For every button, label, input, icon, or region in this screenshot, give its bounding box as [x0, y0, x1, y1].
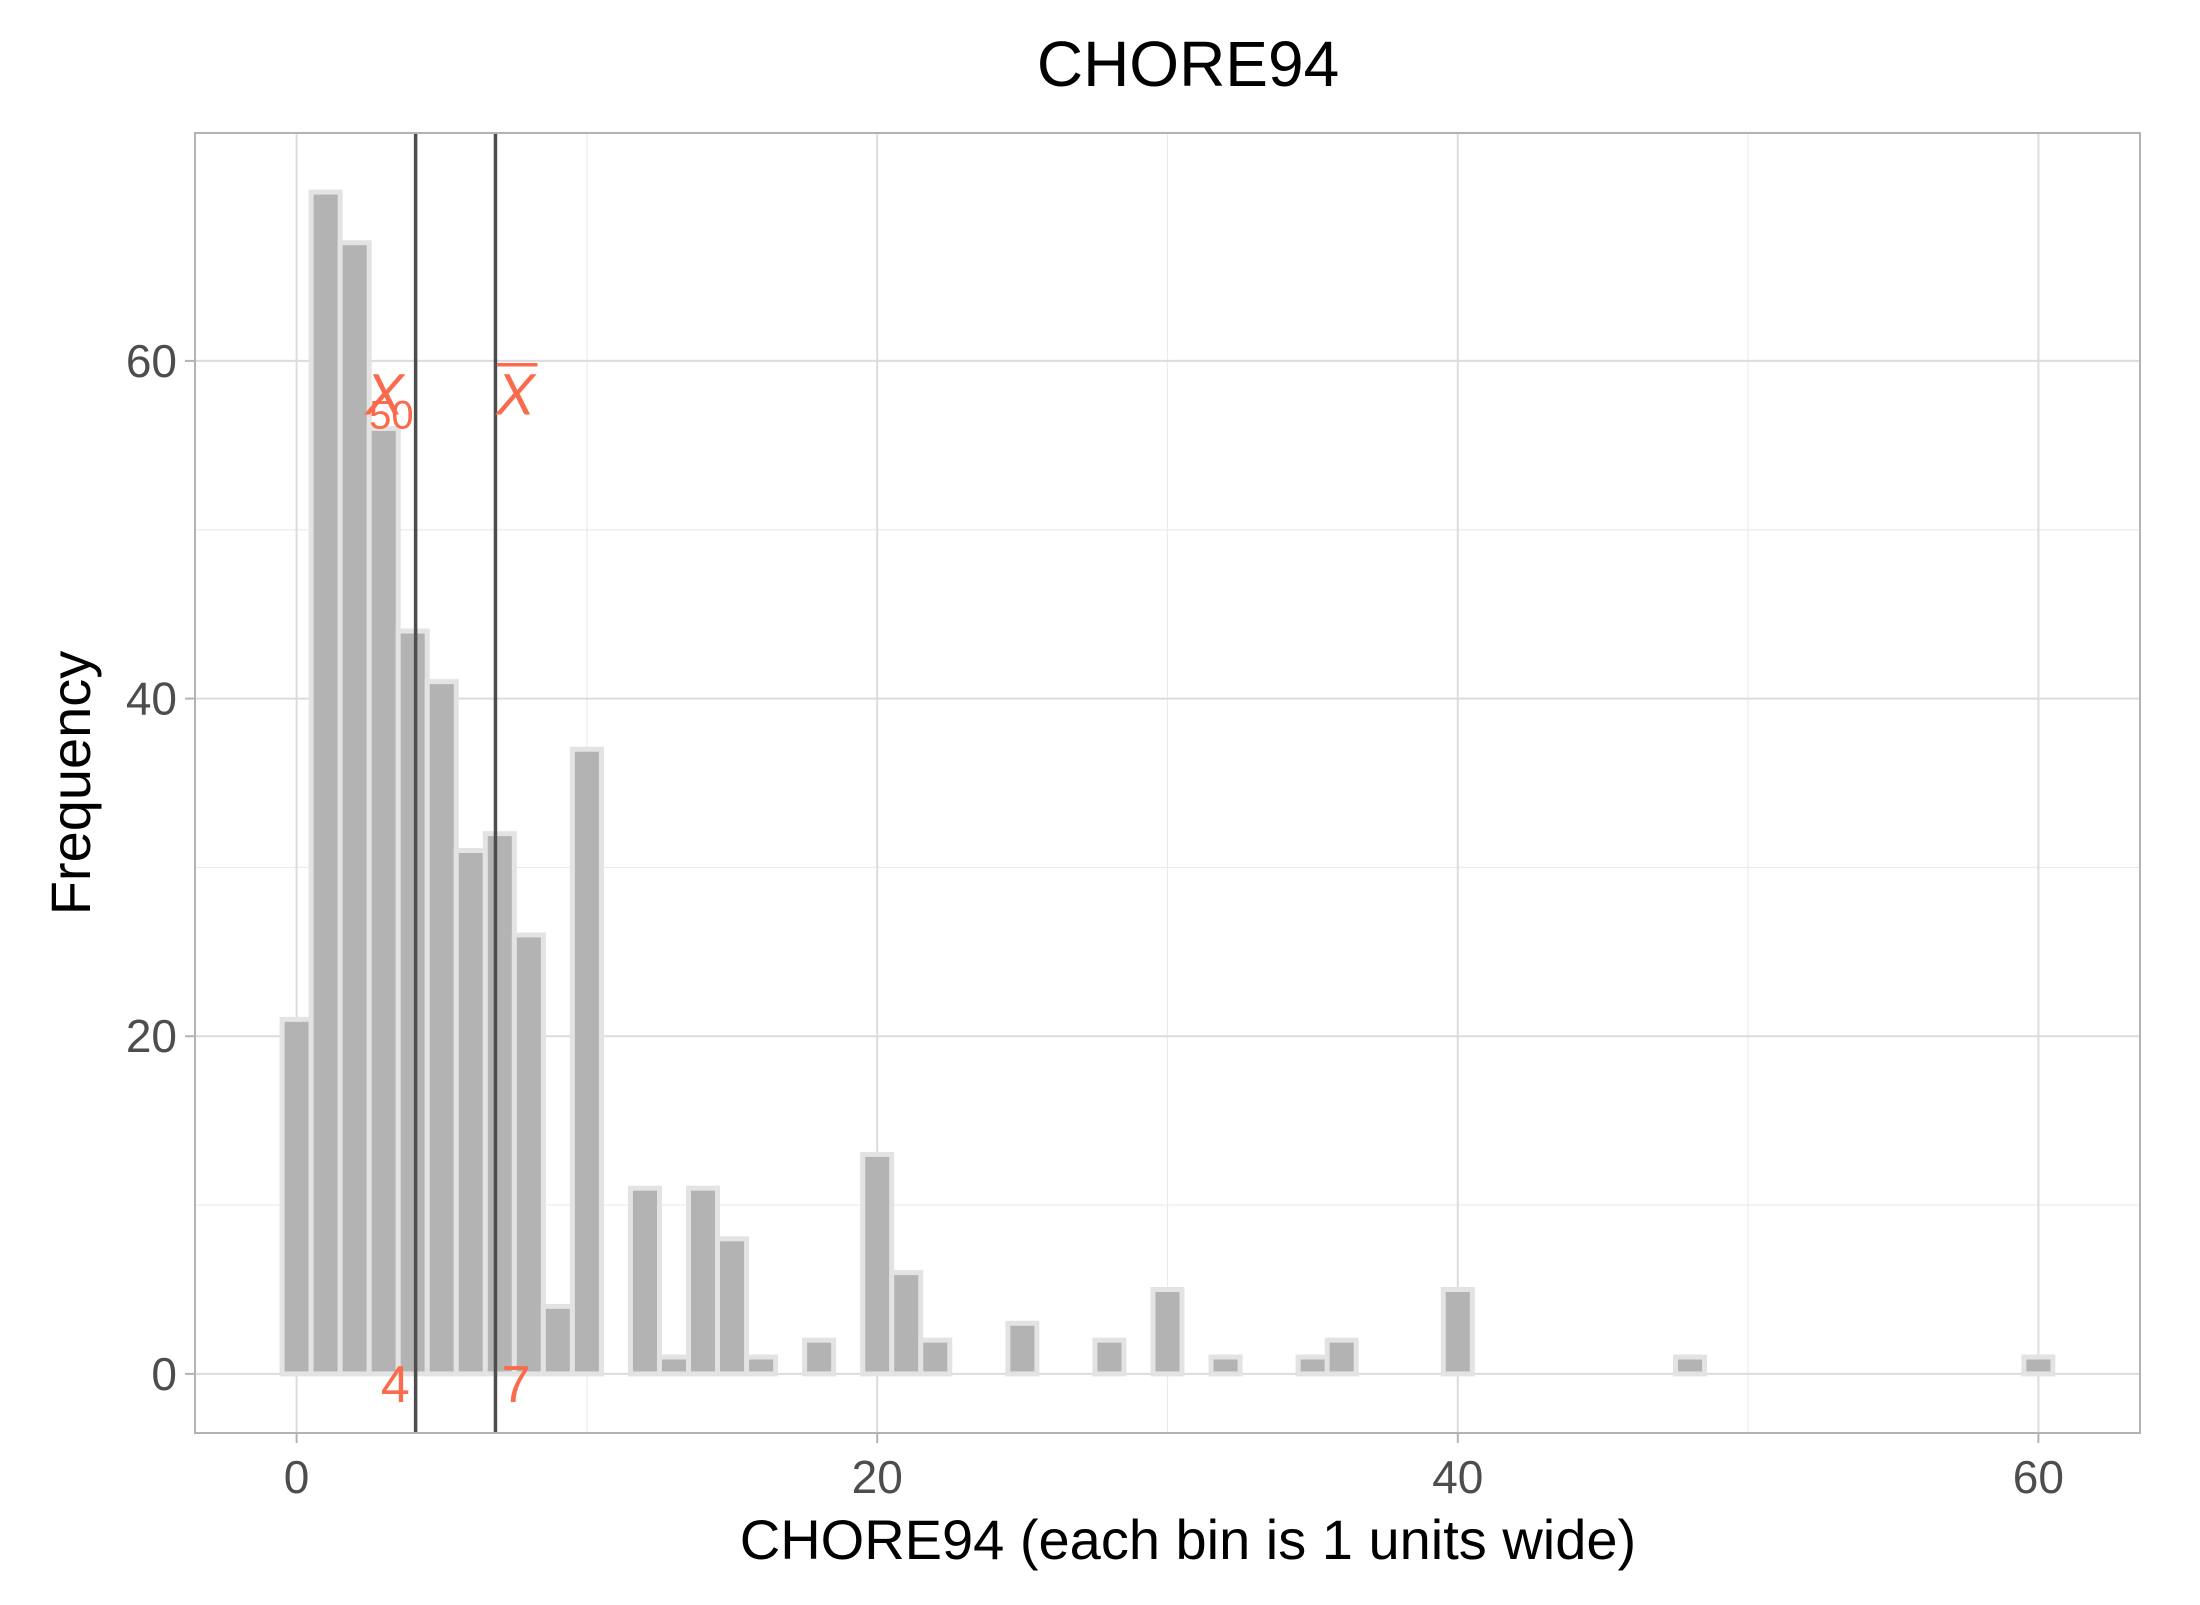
x-tick-label: 0 — [284, 1451, 310, 1503]
x-axis-title: CHORE94 (each bin is 1 units wide) — [740, 1508, 1636, 1571]
histogram-bar — [860, 1151, 895, 1377]
histogram-bar — [453, 848, 488, 1377]
histogram-bar — [366, 425, 401, 1377]
x-tick-label: 60 — [2013, 1451, 2064, 1503]
axis-layer: 0 20 40 60 0 20 40 60 — [126, 335, 2064, 1503]
histogram-bar — [1295, 1354, 1330, 1377]
histogram-bar — [395, 628, 430, 1377]
histogram-bar — [1324, 1337, 1359, 1377]
histogram-bar — [308, 189, 343, 1377]
histogram-bar — [1150, 1286, 1185, 1377]
histogram-bar — [482, 831, 517, 1377]
y-tick-label: 0 — [151, 1348, 177, 1400]
histogram-bar — [686, 1185, 721, 1377]
histogram-bar — [627, 1185, 662, 1377]
chart-title: CHORE94 — [1037, 28, 1339, 100]
histogram-bar — [279, 1016, 314, 1377]
histogram-bar — [918, 1337, 953, 1377]
mean-symbol: X — [494, 363, 537, 428]
histogram-bar — [424, 679, 459, 1377]
histogram-bar — [744, 1354, 779, 1377]
bars-layer — [279, 189, 2056, 1377]
histogram-bar — [511, 932, 546, 1377]
panel-border — [194, 132, 2141, 1434]
histogram-bar — [540, 1303, 575, 1377]
x-tick-label: 40 — [1432, 1451, 1483, 1503]
histogram-bar — [802, 1337, 837, 1377]
x-tick-label: 20 — [852, 1451, 903, 1503]
y-tick-label: 40 — [126, 673, 177, 725]
histogram-bar — [715, 1236, 750, 1377]
histogram-bar — [1092, 1337, 1127, 1377]
histogram-bar — [889, 1270, 924, 1377]
y-axis-title: Frequency — [39, 651, 102, 916]
y-tick-label: 60 — [126, 335, 177, 387]
mean-value-label: 7 — [501, 1356, 530, 1414]
histogram-bar — [1005, 1320, 1040, 1377]
histogram-bar — [1440, 1286, 1475, 1377]
histogram-bar — [569, 746, 604, 1377]
median-value-label: 4 — [381, 1356, 410, 1414]
histogram-bar — [656, 1354, 692, 1377]
median-subscript: 50 — [369, 394, 414, 438]
histogram-bar — [1673, 1354, 1708, 1377]
median-symbol: X — [363, 363, 406, 428]
histogram-bar — [2021, 1354, 2056, 1377]
y-tick-label: 20 — [126, 1010, 177, 1062]
histogram-bar — [1208, 1354, 1243, 1377]
